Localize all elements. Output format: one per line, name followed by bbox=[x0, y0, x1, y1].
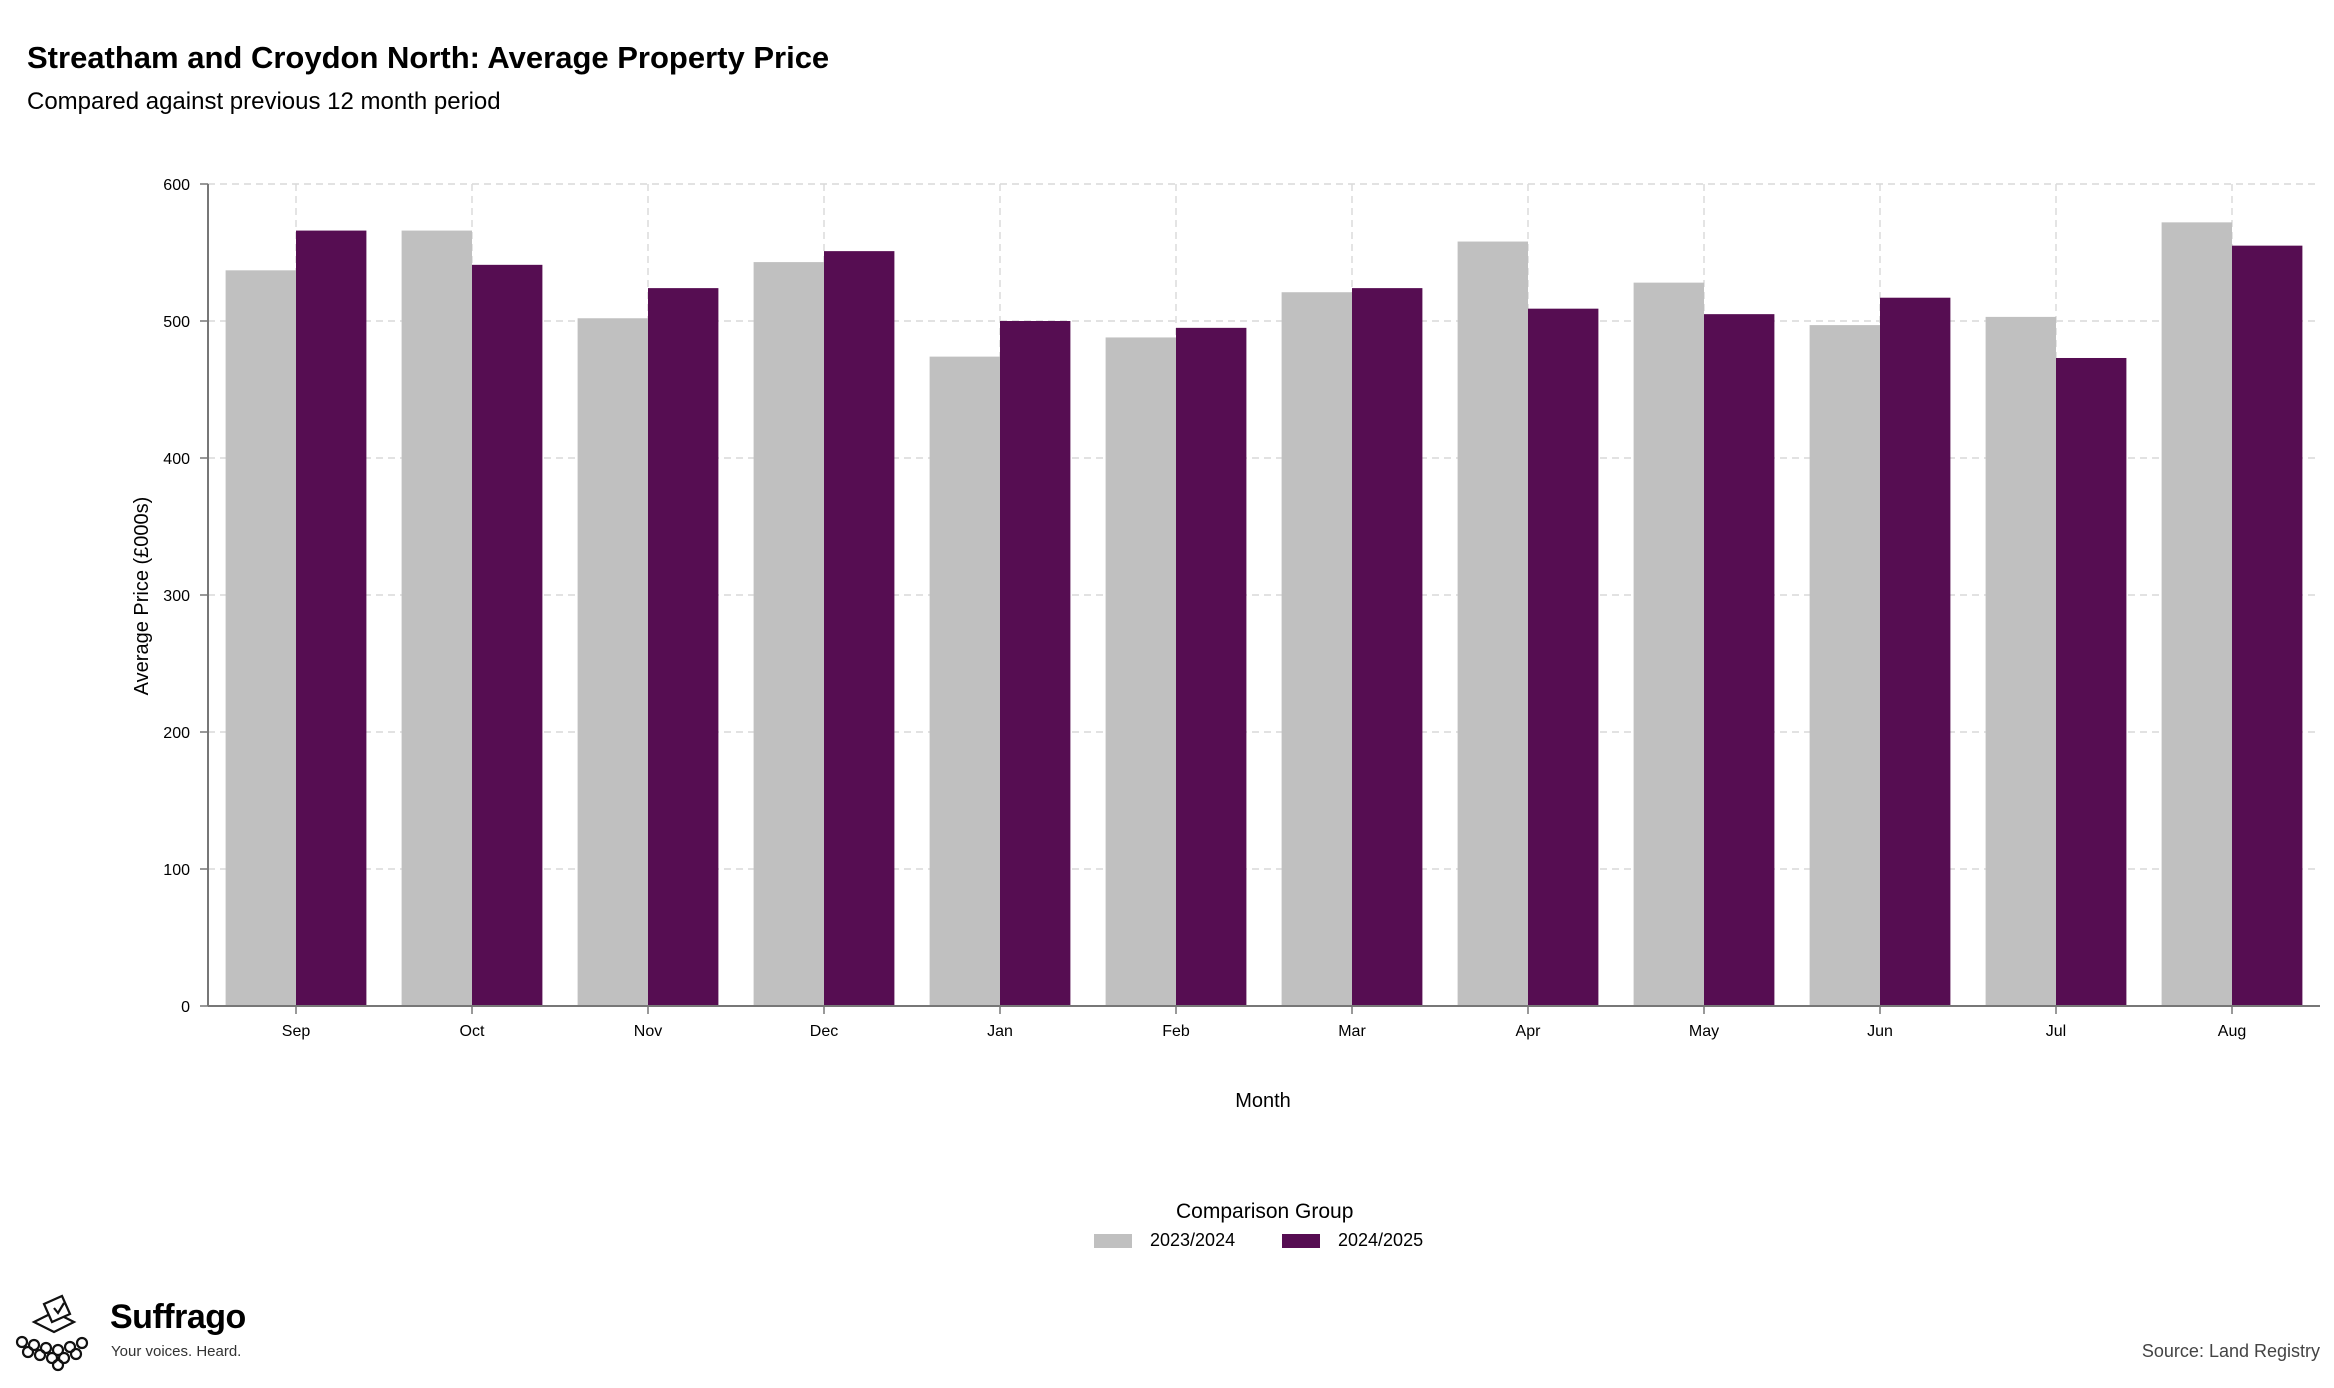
bar-2024-2025-Jan bbox=[1000, 321, 1071, 1006]
legend-item-2023-2024: 2023/2024 bbox=[1094, 1230, 1235, 1251]
x-tick-label: Mar bbox=[1338, 1023, 1366, 1040]
bar-2024-2025-Oct bbox=[472, 264, 543, 1007]
bar-2023-2024-Sep bbox=[225, 270, 296, 1006]
y-axis-title: Average Price (£000s) bbox=[131, 497, 153, 696]
source-note: Source: Land Registry bbox=[2141, 1341, 2320, 1361]
bar-2024-2025-Nov bbox=[648, 288, 719, 1006]
legend-swatch bbox=[1094, 1233, 1132, 1248]
x-tick-label: Apr bbox=[1516, 1023, 1542, 1040]
bar-2024-2025-Feb bbox=[1176, 327, 1247, 1007]
bar-2023-2024-Nov bbox=[577, 318, 648, 1006]
bar-2023-2024-Jan bbox=[929, 356, 1000, 1006]
bar-2024-2025-Apr bbox=[1528, 308, 1599, 1006]
bar-2023-2024-Jul bbox=[1985, 316, 2056, 1006]
x-axis-title: Month bbox=[1235, 1090, 1291, 1112]
y-tick-label: 300 bbox=[163, 588, 190, 605]
y-tick-label: 400 bbox=[163, 451, 190, 468]
bar-2024-2025-Aug bbox=[2232, 245, 2303, 1006]
bar-2024-2025-Mar bbox=[1352, 288, 1423, 1006]
y-tick-labels: 0 100 200 300 400 500 600 bbox=[163, 177, 190, 1016]
x-tick-label: Jul bbox=[2046, 1023, 2066, 1040]
brand-tagline: Your voices. Heard. bbox=[111, 1343, 242, 1360]
y-tick-label: 200 bbox=[163, 725, 190, 742]
x-tick-label: Sep bbox=[282, 1023, 311, 1040]
x-tick-label: Aug bbox=[2218, 1023, 2246, 1040]
bar-2023-2024-Aug bbox=[2161, 222, 2232, 1007]
bar-2023-2024-Oct bbox=[401, 230, 472, 1006]
x-tick-label: Oct bbox=[460, 1023, 485, 1040]
bar-2023-2024-Jun bbox=[1809, 325, 1880, 1006]
axes bbox=[200, 183, 2320, 1014]
bar-2024-2025-Sep bbox=[296, 230, 367, 1006]
chart-subtitle: Compared against previous 12 month perio… bbox=[27, 88, 501, 115]
bar-2023-2024-Apr bbox=[1457, 241, 1528, 1007]
legend-label: 2024/2025 bbox=[1338, 1230, 1424, 1250]
x-tick-label: Feb bbox=[1162, 1023, 1190, 1040]
y-tick-label: 500 bbox=[163, 314, 190, 331]
x-tick-label: May bbox=[1689, 1023, 1719, 1040]
x-tick-label: Jun bbox=[1867, 1023, 1893, 1040]
bar-2023-2024-Dec bbox=[753, 262, 824, 1007]
y-tick-label: 100 bbox=[163, 862, 190, 879]
bar-2024-2025-Jun bbox=[1880, 297, 1951, 1007]
y-tick-label: 600 bbox=[163, 177, 190, 194]
bar-2023-2024-Feb bbox=[1105, 337, 1176, 1006]
legend-label: 2023/2024 bbox=[1150, 1230, 1236, 1250]
bar-chart: 0 100 200 300 400 500 600 Sep Oct Nov Dec Jan Feb Ma… bbox=[131, 177, 2320, 1112]
legend-title: Comparison Group bbox=[1176, 1200, 1354, 1223]
brand-name: Suffrago bbox=[110, 1298, 246, 1336]
x-tick-label: Nov bbox=[634, 1023, 662, 1040]
chart-title: Streatham and Croydon North: Average Pro… bbox=[27, 40, 830, 75]
legend-item-2024-2025: 2024/2025 bbox=[1282, 1230, 1423, 1251]
x-tick-label: Dec bbox=[810, 1023, 838, 1040]
ballot-box-logo-icon bbox=[15, 1294, 89, 1372]
x-tick-labels: Sep Oct Nov Dec Jan Feb Mar Apr May Jun Jul Aug bbox=[282, 1023, 2246, 1040]
bar-2023-2024-May bbox=[1633, 282, 1704, 1006]
bar-2024-2025-May bbox=[1704, 314, 1775, 1006]
bar-2023-2024-Mar bbox=[1281, 292, 1352, 1007]
legend-swatch bbox=[1282, 1233, 1320, 1248]
bar-2024-2025-Jul bbox=[2056, 357, 2127, 1006]
bar-2024-2025-Dec bbox=[824, 251, 895, 1006]
bars bbox=[225, 222, 2303, 1007]
x-tick-label: Jan bbox=[987, 1023, 1013, 1040]
y-tick-label: 0 bbox=[181, 999, 190, 1016]
